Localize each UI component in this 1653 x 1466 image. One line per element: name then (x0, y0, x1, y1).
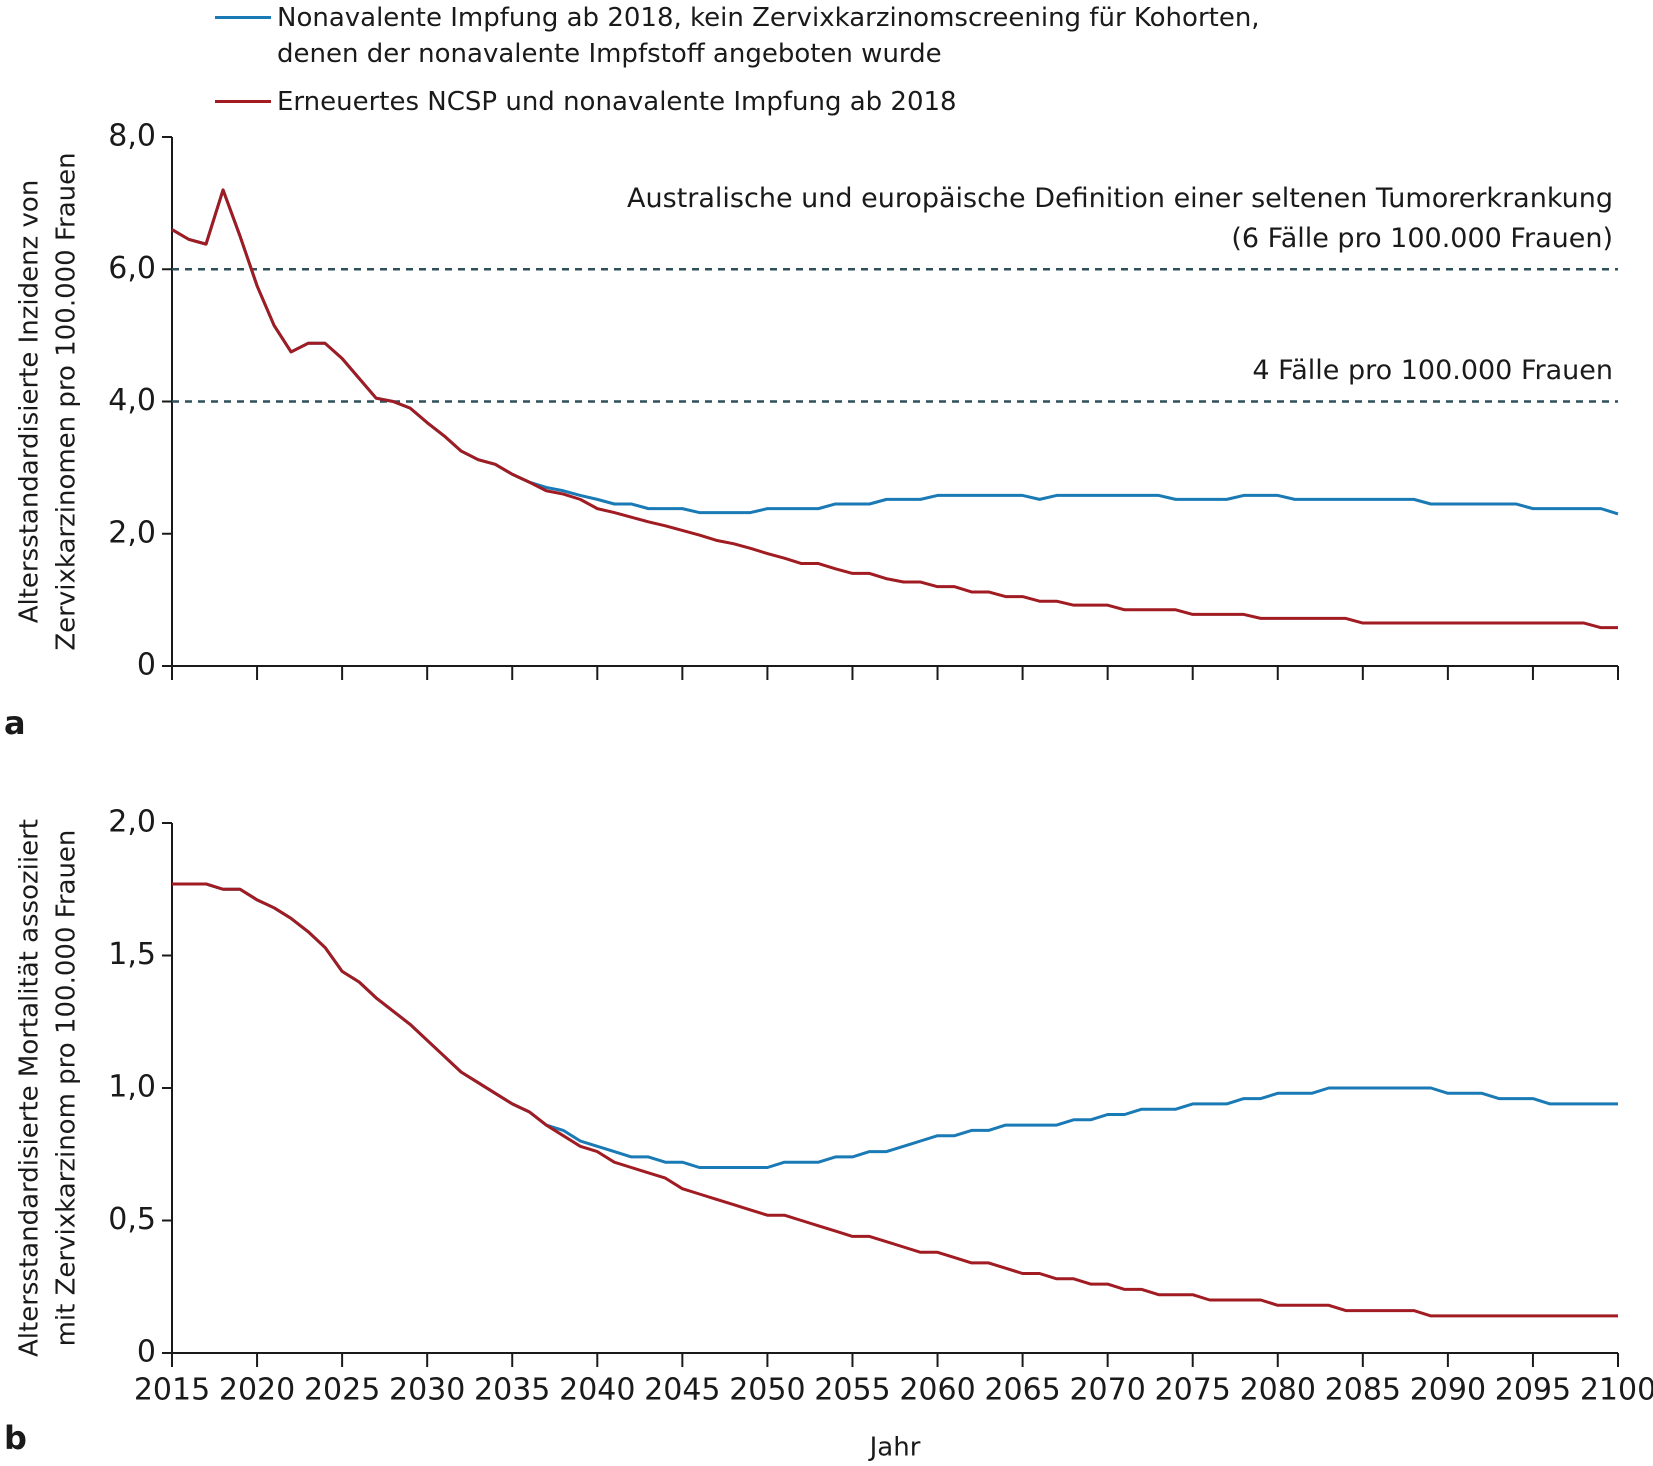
y-tick-label: 0 (137, 1335, 156, 1370)
x-tick-label: 2045 (644, 1373, 720, 1408)
y-tick-label: 0 (137, 648, 156, 683)
y-tick-label: 8,0 (108, 119, 156, 154)
series-line (171, 188, 1618, 630)
y-axis-label: Zervixkarzinomen pro 100.000 Frauen (52, 152, 82, 650)
y-axis-label: Altersstandardisierte Inzidenz von (15, 180, 45, 624)
x-tick-label: 2055 (814, 1373, 890, 1408)
y-tick-label: 6,0 (108, 251, 156, 286)
x-tick-label: 2090 (1410, 1373, 1486, 1408)
x-tick-label: 2040 (559, 1373, 635, 1408)
x-tick-label: 2060 (899, 1373, 975, 1408)
y-tick-label: 2,0 (108, 805, 156, 840)
x-axis-label: Jahr (868, 1433, 921, 1463)
series-line (172, 882, 1618, 1318)
y-tick-label: 1,5 (108, 937, 156, 972)
x-tick-label: 2035 (474, 1373, 550, 1408)
legend-swatch (215, 16, 271, 19)
reference-label: Australische und europäische Definition … (627, 183, 1613, 214)
y-axis-label: mit Zervixkarzinom pro 100.000 Frauen (52, 830, 82, 1347)
y-tick-label: 0,5 (108, 1202, 156, 1237)
x-tick-label: 2015 (134, 1373, 210, 1408)
x-tick-label: 2085 (1325, 1373, 1401, 1408)
x-tick-label: 2020 (219, 1373, 295, 1408)
x-tick-label: 2070 (1069, 1373, 1145, 1408)
legend-swatch (215, 100, 271, 103)
legend-label: Erneuertes NCSP und nonavalente Impfung … (277, 87, 957, 117)
x-tick-label: 2075 (1155, 1373, 1231, 1408)
x-tick-label: 2050 (729, 1373, 805, 1408)
x-tick-label: 2100 (1580, 1373, 1653, 1408)
legend-label: Nonavalente Impfung ab 2018, kein Zervix… (277, 3, 1260, 69)
y-axis-label: Altersstandardisierte Mortalität assozii… (15, 819, 45, 1357)
series-line (172, 882, 1618, 1169)
panel-label: a (4, 704, 26, 742)
y-tick-label: 2,0 (108, 515, 156, 550)
panel-label: b (4, 1419, 27, 1457)
x-tick-label: 2095 (1495, 1373, 1571, 1408)
reference-label: (6 Fälle pro 100.000 Frauen) (1231, 223, 1613, 254)
reference-label: 4 Fälle pro 100.000 Frauen (1252, 355, 1613, 386)
y-tick-label: 4,0 (108, 383, 156, 418)
x-tick-label: 2030 (389, 1373, 465, 1408)
x-tick-label: 2080 (1240, 1373, 1316, 1408)
x-tick-label: 2065 (984, 1373, 1060, 1408)
y-tick-label: 1,0 (108, 1070, 156, 1105)
x-tick-label: 2025 (304, 1373, 380, 1408)
